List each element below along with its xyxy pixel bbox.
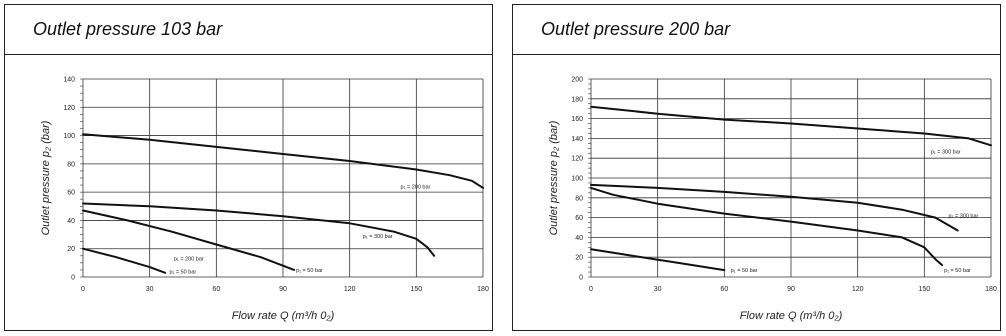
y-tick-label: 80: [575, 195, 583, 202]
y-tick-label: 60: [575, 215, 583, 222]
series-line: [590, 183, 959, 232]
series-line: [82, 247, 167, 274]
y-tick-label: 180: [571, 96, 583, 103]
x-tick-label: 90: [279, 286, 287, 293]
panel-header: Outlet pressure 103 bar: [5, 5, 492, 55]
series-line: [82, 133, 484, 189]
series-label: p₁ = 50 bar: [296, 268, 323, 274]
x-tick-label: 0: [81, 286, 85, 293]
x-tick-label: 180: [985, 286, 997, 293]
x-tick-label: 30: [146, 286, 154, 293]
y-tick-label: 160: [571, 116, 583, 123]
y-tick-label: 200: [571, 77, 583, 84]
x-tick-label: 150: [410, 286, 422, 293]
y-tick-label: 0: [579, 275, 583, 282]
series-label: p₁ = 300 bar: [363, 234, 393, 240]
y-axis-label: Outlet pressure p₂ (bar): [40, 120, 52, 235]
panel-header: Outlet pressure 200 bar: [513, 5, 1000, 55]
chart-title: Outlet pressure 200 bar: [541, 19, 731, 39]
y-tick-label: 40: [67, 218, 75, 225]
pressure-chart-103: 0 30 60 90 120 150 180 0 20 40 60 80 100 120 140 Flow r…: [40, 77, 489, 323]
y-tick-label: 120: [571, 156, 583, 163]
series-label: p₁ = 200 bar: [174, 257, 204, 263]
series-line: [590, 248, 726, 272]
series-label: p₁ = 50 bar: [944, 268, 971, 274]
x-tick-label: 0: [589, 286, 593, 293]
series-line: [82, 202, 436, 257]
y-tick-label: 60: [67, 190, 75, 197]
x-tick-label: 120: [344, 286, 356, 293]
chart-panel-right: Outlet pressure 200 bar 0 30 60 90 120 150 180…: [512, 4, 1001, 331]
y-tick-label: 0: [71, 275, 75, 282]
series-line: [590, 186, 944, 267]
x-tick-label: 30: [654, 286, 662, 293]
x-tick-label: 120: [852, 286, 864, 293]
x-axis-label: Flow rate Q (m³/h 0₂): [740, 310, 843, 322]
x-tick-label: 180: [477, 286, 489, 293]
series-label: p₁ = 50 bar: [169, 269, 196, 275]
series-line: [590, 105, 992, 147]
y-tick-label: 100: [571, 176, 583, 183]
chart-panel-left: Outlet pressure 103 bar 0 30 60 90 120 150 180…: [4, 4, 493, 331]
y-tick-label: 80: [67, 161, 75, 168]
pressure-chart-200: 0 30 60 90 120 150 180 0 20 40 60 80 100 120 140 160 180…: [548, 77, 997, 323]
y-tick-label: 120: [63, 105, 75, 112]
series-label: p₁ = 50 bar: [731, 268, 758, 274]
x-axis-label: Flow rate Q (m³/h 0₂): [232, 310, 335, 322]
series-line: [82, 209, 296, 271]
x-tick-label: 60: [212, 286, 220, 293]
x-tick-label: 60: [720, 286, 728, 293]
series-label: p₁ = 300 bar: [931, 149, 961, 155]
y-tick-label: 20: [575, 255, 583, 262]
y-tick-label: 140: [63, 77, 75, 84]
series-label: p₁ = 300 bar: [949, 214, 979, 220]
x-tick-label: 90: [787, 286, 795, 293]
chart-title: Outlet pressure 103 bar: [33, 19, 223, 39]
y-tick-label: 140: [571, 136, 583, 143]
y-tick-label: 20: [67, 246, 75, 253]
x-tick-label: 150: [918, 286, 930, 293]
y-tick-label: 100: [63, 133, 75, 140]
series-label: p₁ = 200 bar: [401, 184, 431, 190]
y-tick-label: 40: [575, 235, 583, 242]
y-axis-label: Outlet pressure p₂ (bar): [548, 120, 560, 235]
